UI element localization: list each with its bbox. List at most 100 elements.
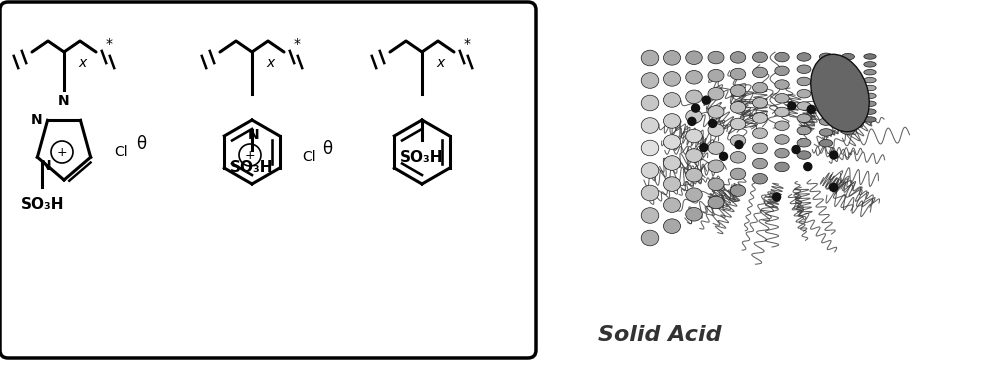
Ellipse shape <box>775 93 789 103</box>
Ellipse shape <box>819 86 833 93</box>
Ellipse shape <box>663 135 681 149</box>
Ellipse shape <box>819 139 833 147</box>
Ellipse shape <box>641 230 659 246</box>
Text: Cl: Cl <box>114 145 128 159</box>
Text: θ: θ <box>322 140 332 158</box>
Ellipse shape <box>811 54 869 132</box>
Circle shape <box>807 105 815 113</box>
Ellipse shape <box>708 87 724 100</box>
Ellipse shape <box>663 219 681 234</box>
Ellipse shape <box>686 129 702 143</box>
Ellipse shape <box>842 100 854 107</box>
Ellipse shape <box>775 148 789 158</box>
Text: *: * <box>106 37 113 51</box>
Ellipse shape <box>730 101 746 113</box>
Ellipse shape <box>842 119 854 125</box>
Ellipse shape <box>708 51 724 64</box>
Ellipse shape <box>753 97 767 108</box>
Ellipse shape <box>641 208 659 223</box>
Text: *: * <box>294 37 301 51</box>
Text: +: + <box>57 145 67 159</box>
Ellipse shape <box>797 114 811 123</box>
Ellipse shape <box>842 72 854 79</box>
Circle shape <box>773 193 781 201</box>
Text: N: N <box>39 159 51 173</box>
Ellipse shape <box>819 64 833 71</box>
Ellipse shape <box>641 185 659 201</box>
Ellipse shape <box>775 52 789 62</box>
Ellipse shape <box>663 177 681 192</box>
Ellipse shape <box>730 152 746 163</box>
Ellipse shape <box>686 90 702 104</box>
Circle shape <box>830 183 838 192</box>
Ellipse shape <box>641 50 659 66</box>
Ellipse shape <box>842 110 854 116</box>
Ellipse shape <box>842 63 854 69</box>
Ellipse shape <box>775 107 789 117</box>
Text: +: + <box>245 148 255 162</box>
Ellipse shape <box>730 168 746 180</box>
Text: θ: θ <box>136 135 146 153</box>
Circle shape <box>792 145 800 154</box>
Ellipse shape <box>641 95 659 111</box>
Text: x: x <box>436 56 444 70</box>
Ellipse shape <box>686 207 702 221</box>
Ellipse shape <box>753 82 767 93</box>
Ellipse shape <box>686 51 702 65</box>
Text: SO₃H: SO₃H <box>21 197 64 212</box>
Circle shape <box>720 152 728 161</box>
Ellipse shape <box>819 96 833 104</box>
Ellipse shape <box>686 110 702 123</box>
Ellipse shape <box>842 82 854 88</box>
Ellipse shape <box>797 90 811 98</box>
Circle shape <box>688 117 696 125</box>
Ellipse shape <box>864 69 876 75</box>
Text: N: N <box>248 128 260 142</box>
Ellipse shape <box>753 52 767 62</box>
Ellipse shape <box>797 77 811 86</box>
Text: x: x <box>266 56 274 70</box>
Ellipse shape <box>663 93 681 107</box>
Ellipse shape <box>775 135 789 144</box>
Ellipse shape <box>819 75 833 82</box>
Ellipse shape <box>730 52 746 63</box>
Ellipse shape <box>686 149 702 162</box>
Text: *: * <box>464 37 471 51</box>
Ellipse shape <box>753 173 767 184</box>
Ellipse shape <box>864 93 876 99</box>
Ellipse shape <box>864 85 876 91</box>
Ellipse shape <box>819 129 833 136</box>
Ellipse shape <box>708 196 724 209</box>
Ellipse shape <box>730 185 746 196</box>
Ellipse shape <box>797 102 811 110</box>
Ellipse shape <box>775 80 789 89</box>
Ellipse shape <box>686 188 702 201</box>
Ellipse shape <box>797 65 811 73</box>
Ellipse shape <box>797 53 811 61</box>
Ellipse shape <box>819 118 833 125</box>
Circle shape <box>804 163 812 170</box>
Ellipse shape <box>708 160 724 172</box>
Ellipse shape <box>797 138 811 147</box>
FancyBboxPatch shape <box>0 2 536 358</box>
Ellipse shape <box>775 121 789 131</box>
Ellipse shape <box>864 54 876 59</box>
Text: N: N <box>31 113 43 127</box>
Ellipse shape <box>641 140 659 156</box>
Ellipse shape <box>864 77 876 83</box>
Ellipse shape <box>842 91 854 97</box>
Ellipse shape <box>775 66 789 76</box>
Ellipse shape <box>730 68 746 80</box>
Ellipse shape <box>686 70 702 84</box>
Text: SO₃H: SO₃H <box>230 160 274 175</box>
Ellipse shape <box>753 67 767 78</box>
Ellipse shape <box>663 51 681 65</box>
Ellipse shape <box>753 113 767 123</box>
Ellipse shape <box>842 128 854 135</box>
Text: SO₃H: SO₃H <box>400 150 444 165</box>
Ellipse shape <box>864 109 876 114</box>
Ellipse shape <box>753 143 767 154</box>
Ellipse shape <box>819 107 833 114</box>
Ellipse shape <box>708 106 724 118</box>
Ellipse shape <box>730 135 746 146</box>
